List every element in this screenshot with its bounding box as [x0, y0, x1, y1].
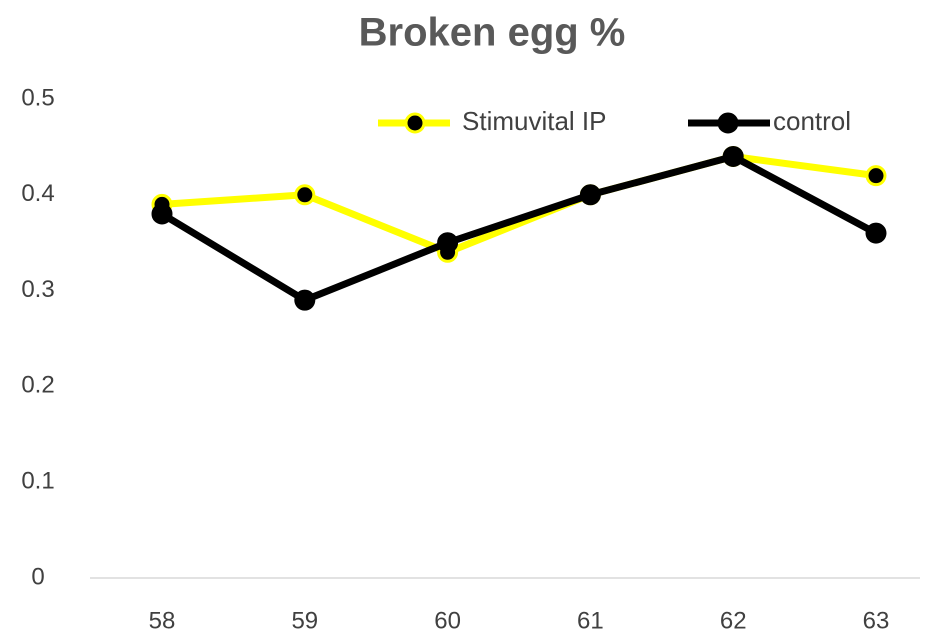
x-tick-label: 58	[149, 607, 176, 634]
y-tick-label: 0.2	[21, 372, 54, 399]
chart-title: Broken egg %	[359, 11, 626, 55]
x-tick-label: 63	[863, 607, 890, 634]
data-point	[722, 145, 744, 167]
data-point	[865, 222, 887, 244]
data-point	[437, 232, 459, 254]
series-line	[160, 152, 878, 304]
y-tick-label: 0.1	[21, 468, 54, 495]
y-tick-label: 0	[31, 563, 44, 590]
y-tick-label: 0.3	[21, 276, 54, 303]
x-tick-label: 61	[577, 607, 604, 634]
legend-label: Stimuvital IP	[462, 106, 607, 136]
legend-marker	[404, 112, 426, 134]
y-tick-label: 0.4	[21, 180, 54, 207]
x-tick-label: 60	[434, 607, 461, 634]
data-point	[865, 165, 887, 187]
legend-marker	[717, 112, 739, 134]
data-point	[294, 289, 316, 311]
data-point	[579, 184, 601, 206]
data-point	[294, 184, 316, 206]
data-point	[151, 203, 173, 225]
y-tick-label: 0.5	[21, 84, 54, 111]
x-tick-label: 62	[720, 607, 747, 634]
x-tick-label: 59	[291, 607, 318, 634]
series-line	[161, 152, 877, 256]
legend-label: control	[773, 106, 851, 136]
